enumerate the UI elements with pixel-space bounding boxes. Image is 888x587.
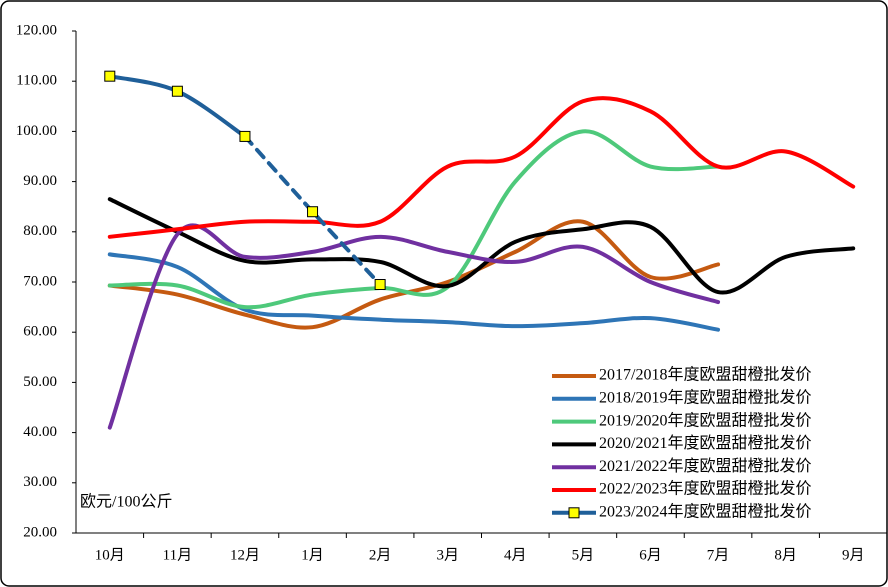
x-tick-label: 2月: [369, 547, 392, 563]
legend-label: 2017/2018年度欧盟甜橙批发价: [599, 366, 811, 384]
y-tick-label: 70.00: [23, 273, 57, 289]
legend-label: 2022/2023年度欧盟甜橙批发价: [599, 480, 811, 498]
x-tick-label: 3月: [436, 547, 459, 563]
y-tick-label: 80.00: [23, 223, 57, 239]
x-tick-label: 9月: [842, 547, 865, 563]
y-tick-label: 110.00: [16, 73, 57, 89]
y-tick-label: 20.00: [23, 524, 57, 540]
line: [107, 219, 721, 330]
y-tick-label: 60.00: [23, 324, 57, 340]
legend-label: 2020/2021年度欧盟甜橙批发价: [599, 434, 811, 452]
line: [107, 129, 721, 310]
x-tick-label: 6月: [639, 547, 662, 563]
marker: [374, 279, 386, 291]
y-tick-label: 30.00: [23, 474, 57, 490]
x-tick-label: 7月: [707, 547, 730, 563]
marker: [171, 85, 183, 97]
y-tick-label: 100.00: [16, 123, 57, 139]
line: [107, 96, 856, 239]
legend-marker: [568, 507, 580, 519]
marker: [307, 206, 319, 218]
line: [107, 197, 856, 295]
x-tick-label: 10月: [95, 547, 125, 563]
line: [107, 252, 721, 332]
legend-label: 2023/2024年度欧盟甜橙批发价: [599, 502, 811, 520]
x-tick-label: 11月: [163, 547, 192, 563]
x-tick-label: 4月: [504, 547, 527, 563]
y-axis-label: 欧元/100公斤: [80, 493, 172, 511]
x-tick-label: 12月: [230, 547, 260, 563]
marker: [239, 130, 251, 142]
y-tick-label: 50.00: [23, 374, 57, 390]
y-tick-label: 40.00: [23, 424, 57, 440]
x-tick-label: 8月: [774, 547, 797, 563]
legend-label: 2019/2020年度欧盟甜橙批发价: [599, 411, 811, 429]
marker: [104, 70, 116, 82]
legend-label: 2021/2022年度欧盟甜橙批发价: [599, 457, 811, 475]
legend-label: 2018/2019年度欧盟甜橙批发价: [599, 388, 811, 406]
x-tick-label: 1月: [301, 547, 324, 563]
line: [107, 223, 721, 430]
y-tick-label: 120.00: [16, 22, 57, 38]
x-tick-label: 5月: [572, 547, 595, 563]
y-tick-label: 90.00: [23, 173, 57, 189]
